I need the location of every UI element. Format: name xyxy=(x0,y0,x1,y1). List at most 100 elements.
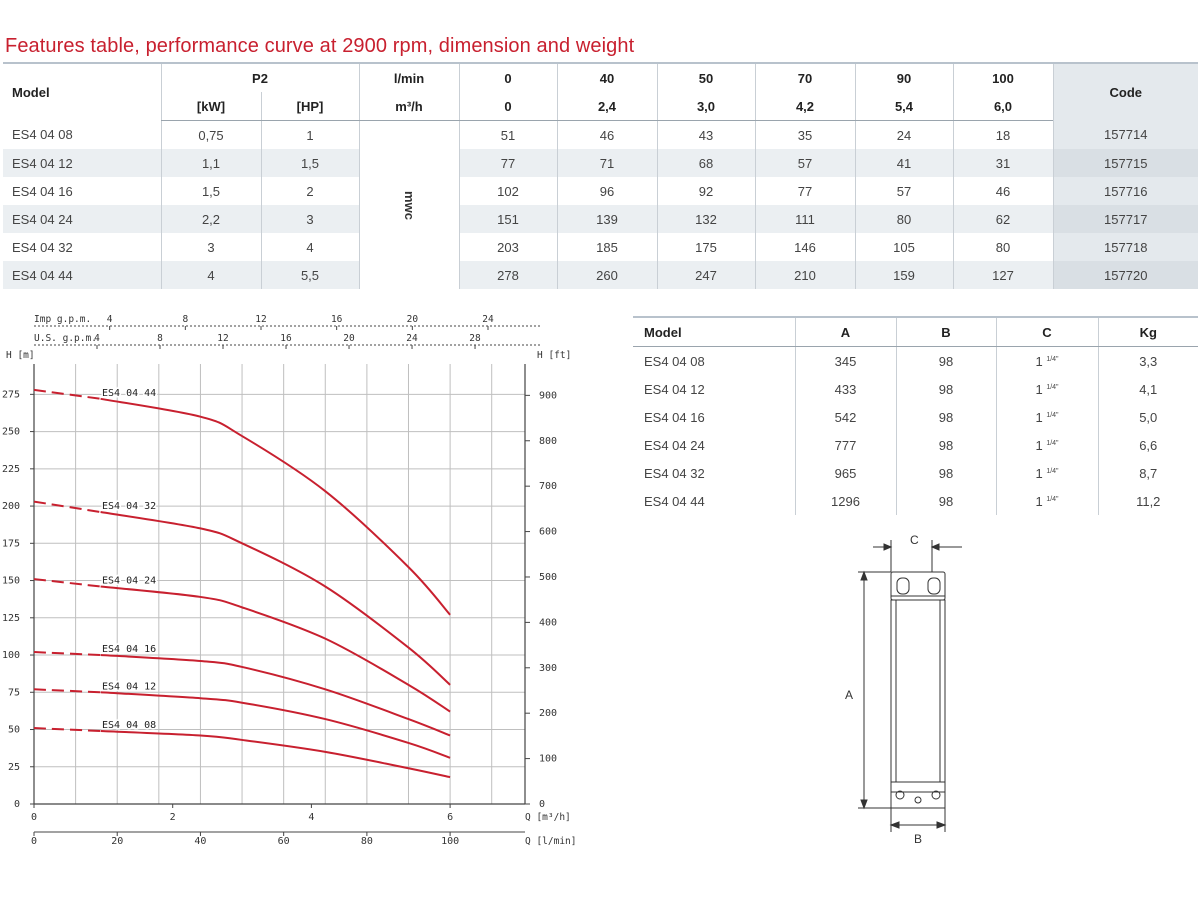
series-line xyxy=(100,730,451,779)
c-whole: 1 xyxy=(1035,409,1043,425)
flow-m3h: 0 xyxy=(458,92,557,121)
head-cell: 151 xyxy=(458,205,557,233)
series-line-dashed xyxy=(33,688,101,694)
model-cell: ES4 04 08 xyxy=(12,127,73,143)
head-cell: 105 xyxy=(854,233,953,261)
us-tick-label: 28 xyxy=(469,333,481,344)
ft-tick-label: 100 xyxy=(539,754,557,765)
model-cell: ES4 04 24 xyxy=(3,205,161,233)
head-cell: 57 xyxy=(754,149,855,177)
head-cell: 127 xyxy=(952,261,1053,289)
table-row: ES4 04 24 2,2 3 151 139 132 111 80 62 157717 xyxy=(3,205,1198,233)
head-cell: 278 xyxy=(458,261,557,289)
dims-a-cell: 345 xyxy=(794,346,896,375)
dims-c-cell: 1 1/4" xyxy=(995,487,1098,515)
series-label: ES4 04 24 xyxy=(102,576,156,587)
head-cell: 71 xyxy=(556,149,657,177)
m3h-tick-label: 4 xyxy=(308,812,314,823)
head-cell: 57 xyxy=(854,177,953,205)
head-cell: 92 xyxy=(656,177,755,205)
label-c: C xyxy=(910,533,919,547)
ft-tick-label: 900 xyxy=(539,390,557,401)
header-m3h: m³/h xyxy=(358,92,459,121)
dimensions-table: Model A B C Kg ES4 04 08 345 98 1 1/4" 3,3 ES… xyxy=(633,316,1198,515)
dims-c-cell: 1 1/4" xyxy=(995,375,1098,403)
hp-cell: 1,5 xyxy=(260,149,359,177)
dims-model-cell: ES4 04 16 xyxy=(644,409,705,425)
us-tick-label: 12 xyxy=(217,333,228,344)
head-cell: 24 xyxy=(854,120,953,149)
model-cell: ES4 04 16 xyxy=(12,183,73,199)
dims-a-cell: 433 xyxy=(794,375,896,403)
c-whole: 1 xyxy=(1035,437,1043,453)
ft-tick-label: 700 xyxy=(539,481,557,492)
y-axis-label-right: H [ft] xyxy=(537,350,571,361)
table-row: ES4 04 44 4 5,5 278 260 247 210 159 127 157720 xyxy=(3,261,1198,289)
mwc-label: mwc xyxy=(401,190,417,220)
head-cell: 46 xyxy=(952,177,1053,205)
header-p2: P2 xyxy=(160,62,359,92)
c-whole: 1 xyxy=(1035,381,1043,397)
y-tick-label: 275 xyxy=(2,389,20,400)
c-fraction: 1/4" xyxy=(1046,383,1059,391)
label-b: B xyxy=(914,832,922,846)
head-cell: 80 xyxy=(952,233,1053,261)
m3h-tick-label: 0 xyxy=(31,812,37,823)
head-cell: 102 xyxy=(458,177,557,205)
head-cell: 96 xyxy=(556,177,657,205)
model-cell: ES4 04 12 xyxy=(3,149,161,177)
imp-tick-label: 8 xyxy=(182,314,188,325)
y-tick-label: 0 xyxy=(14,799,20,810)
dims-c-cell: 1 1/4" xyxy=(995,346,1098,375)
table-row: ES4 04 32 3 4 203 185 175 146 105 80 157718 xyxy=(3,233,1198,261)
kw-cell: 3 xyxy=(160,233,261,261)
dims-b-cell: 98 xyxy=(895,403,996,431)
model-cell: ES4 04 32 xyxy=(12,239,73,255)
dims-kg-cell: 11,2 xyxy=(1097,487,1198,515)
head-cell: 62 xyxy=(952,205,1053,233)
hp-cell: 5,5 xyxy=(260,261,359,289)
table-row: ES4 04 16 1,5 2 102 96 92 77 57 46 157716 xyxy=(3,177,1198,205)
features-header-row-1: Model P2 l/min 0 40 50 70 90 100 Code xyxy=(3,62,1198,121)
performance-chart: 0255075100125150175200225250275010020030… xyxy=(2,314,577,847)
code-cell: 157720 xyxy=(1052,261,1198,289)
dims-b-cell: 98 xyxy=(895,459,996,487)
series-line-dashed xyxy=(33,651,101,657)
dims-kg-cell: 5,0 xyxy=(1097,403,1198,431)
dims-kg-cell: 8,7 xyxy=(1097,459,1198,487)
flow-m3h: 5,4 xyxy=(854,92,953,121)
head-cell: 111 xyxy=(754,205,855,233)
y-tick-label: 100 xyxy=(2,650,20,661)
hp-cell: 1 xyxy=(260,120,359,149)
imp-tick-label: 12 xyxy=(255,314,266,325)
ft-tick-label: 400 xyxy=(539,617,557,628)
header-model: Model xyxy=(3,62,161,121)
c-whole: 1 xyxy=(1035,493,1043,509)
head-cell: 51 xyxy=(458,120,557,149)
features-header-row-2: [kW] [HP] m³/h 0 2,4 3,0 4,2 5,4 6,0 xyxy=(3,92,1198,121)
dims-b-cell: 98 xyxy=(895,487,996,515)
ft-tick-label: 300 xyxy=(539,663,557,674)
c-whole: 1 xyxy=(1035,465,1043,481)
table-row: ES4 04 08 345 98 1 1/4" 3,3 xyxy=(633,346,1198,375)
ft-tick-label: 200 xyxy=(539,708,557,719)
lmin-tick-label: 40 xyxy=(194,836,206,847)
code-cell: 157714 xyxy=(1052,120,1198,149)
code-cell: 157715 xyxy=(1052,149,1198,177)
table-row: ES4 04 08 0,75 1 mwc 51 46 43 35 24 18 157714 xyxy=(3,120,1198,289)
dims-header-model: Model xyxy=(633,316,795,347)
series-line-dashed xyxy=(33,578,101,588)
series-label: ES4 04 44 xyxy=(102,388,156,399)
flow-lmin: 50 xyxy=(656,62,755,92)
us-axis-label: U.S. g.p.m. xyxy=(34,333,97,344)
code-cell: 157717 xyxy=(1052,205,1198,233)
dims-model-cell: ES4 04 24 xyxy=(644,437,705,453)
dims-header-row: Model A B C Kg xyxy=(633,316,1198,347)
table-row: ES4 04 12 433 98 1 1/4" 4,1 xyxy=(633,375,1198,403)
table-row: ES4 04 44 1296 98 1 1/4" 11,2 xyxy=(633,487,1198,515)
lmin-tick-label: 20 xyxy=(111,836,123,847)
x-axis-label-m3h: Q [m³/h] xyxy=(525,812,571,823)
header-hp: [HP] xyxy=(260,92,359,121)
dims-a-cell: 1296 xyxy=(794,487,896,515)
head-cell: 175 xyxy=(656,233,755,261)
